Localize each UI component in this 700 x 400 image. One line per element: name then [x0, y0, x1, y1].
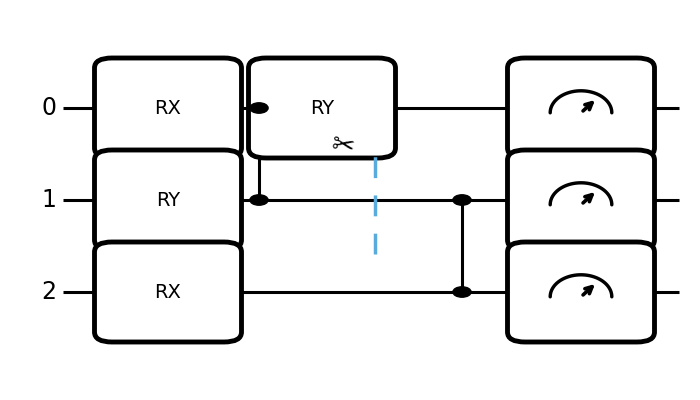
Text: RX: RX [155, 98, 181, 118]
FancyBboxPatch shape [248, 58, 396, 158]
FancyBboxPatch shape [94, 58, 241, 158]
Circle shape [453, 287, 471, 297]
FancyBboxPatch shape [508, 58, 654, 158]
Text: RX: RX [155, 282, 181, 302]
Circle shape [453, 195, 471, 205]
Circle shape [250, 103, 268, 113]
FancyBboxPatch shape [94, 242, 241, 342]
Text: RY: RY [310, 98, 334, 118]
Text: 1: 1 [41, 188, 57, 212]
FancyBboxPatch shape [508, 150, 654, 250]
Text: 0: 0 [41, 96, 57, 120]
FancyBboxPatch shape [94, 150, 241, 250]
Circle shape [250, 195, 268, 205]
Text: RY: RY [156, 190, 180, 210]
Text: 2: 2 [41, 280, 57, 304]
FancyBboxPatch shape [508, 242, 654, 342]
Text: ✂: ✂ [329, 130, 357, 162]
